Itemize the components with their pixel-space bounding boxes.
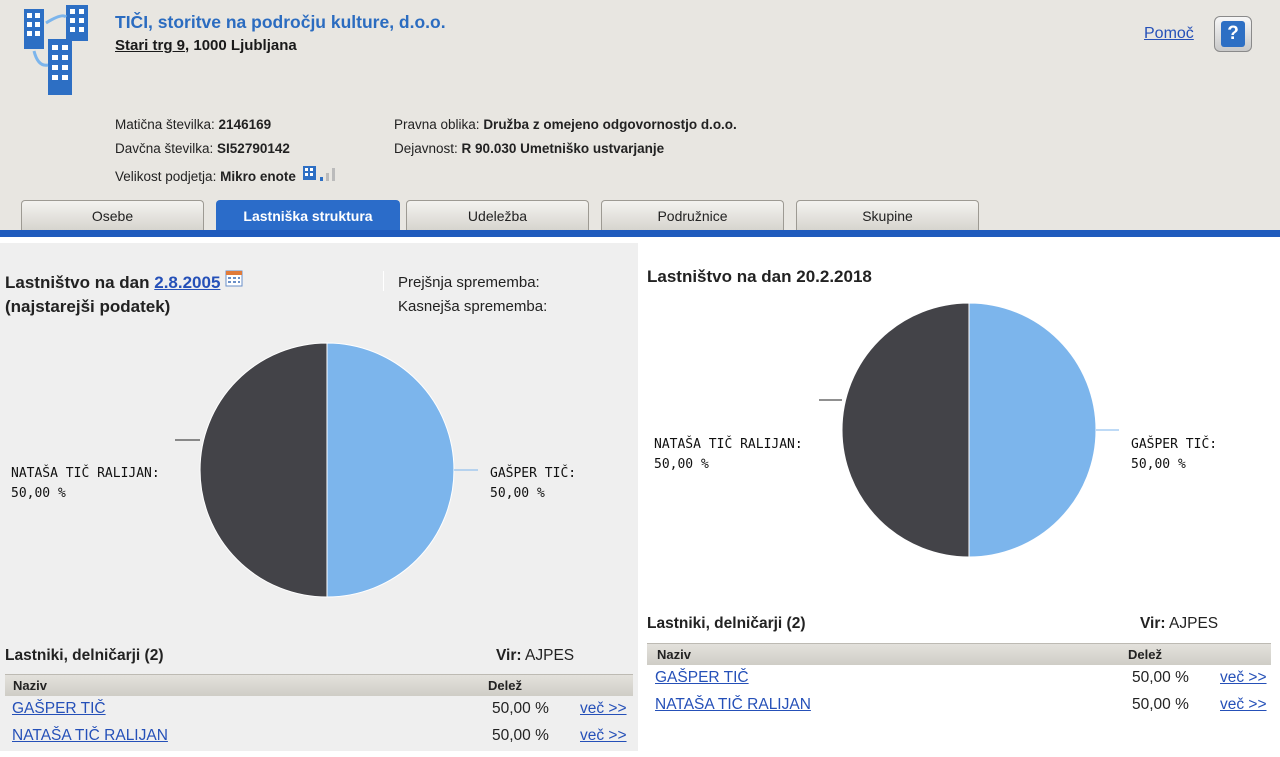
tab-osebe[interactable]: Osebe xyxy=(21,200,204,231)
pie-label-left-natasa: NATAŠA TIČ RALIJAN: 50,00 % xyxy=(11,464,160,504)
pie-slice-natasa[interactable] xyxy=(841,302,970,558)
table-row: NATAŠA TIČ RALIJAN 50,00 % več >> xyxy=(5,723,633,750)
data-source: Vir: AJPES xyxy=(496,647,574,665)
help-link[interactable]: Pomoč xyxy=(1144,25,1194,42)
owner-name-link[interactable]: NATAŠA TIČ RALIJAN xyxy=(655,696,811,713)
tax-number: Davčna številka: SI52790142 xyxy=(115,141,290,156)
owners-table-header: Naziv Delež xyxy=(647,643,1271,665)
company-name: TIČI, storitve na področju kulture, d.o.… xyxy=(115,12,446,32)
pie-label-left-gasper: GAŠPER TIČ: 50,00 % xyxy=(490,464,576,504)
ownership-panel-oldest: Lastništvo na dan 2.8.2005 (najstarejši … xyxy=(0,243,638,751)
column-header-share: Delež xyxy=(1128,647,1162,662)
legal-form-value: Družba z omejeno odgovornostjo d.o.o. xyxy=(483,117,737,132)
registration-number: Matična številka: 2146169 xyxy=(115,117,271,132)
legal-form-label: Pravna oblika: xyxy=(394,117,484,132)
tab-underline xyxy=(0,230,1280,237)
column-header-name: Naziv xyxy=(657,647,691,662)
owners-list-title: Lastniki, delničarji (2) xyxy=(647,615,806,632)
address-city: , 1000 Ljubljana xyxy=(185,37,297,54)
address-street[interactable]: Stari trg 9 xyxy=(115,37,186,54)
company-size-value: Mikro enote xyxy=(220,169,296,184)
tab-udelezba[interactable]: Udeležba xyxy=(406,200,589,231)
ownership-title-prefix: Lastništvo na dan xyxy=(647,267,797,286)
tax-number-value: SI52790142 xyxy=(217,141,290,156)
ownership-date-title: Lastništvo na dan 20.2.2018 xyxy=(647,267,872,287)
more-link[interactable]: več >> xyxy=(1220,696,1267,713)
more-link[interactable]: več >> xyxy=(1220,669,1267,686)
ownership-pie-chart-right xyxy=(819,302,1119,558)
company-size-icon xyxy=(302,166,335,181)
owners-table-header: Naziv Delež xyxy=(5,674,633,696)
pie-label-name: NATAŠA TIČ RALIJAN: xyxy=(11,466,160,481)
question-icon: ? xyxy=(1221,21,1245,47)
table-row: GAŠPER TIČ 50,00 % več >> xyxy=(5,696,633,723)
company-size: Velikost podjetja: Mikro enote xyxy=(115,165,341,184)
table-row: NATAŠA TIČ RALIJAN 50,00 % več >> xyxy=(647,692,1271,719)
pie-slice-natasa[interactable] xyxy=(199,342,328,598)
company-header: TIČI, storitve na področju kulture, d.o.… xyxy=(0,0,1280,232)
ownership-pie-chart-left xyxy=(175,342,478,598)
tab-podruznice[interactable]: Podružnice xyxy=(601,200,784,231)
pie-label-value: 50,00 % xyxy=(490,486,545,501)
pie-label-right-gasper: GAŠPER TIČ: 50,00 % xyxy=(1131,435,1217,475)
pie-label-right-natasa: NATAŠA TIČ RALIJAN: 50,00 % xyxy=(654,435,803,475)
ownership-date: 20.2.2018 xyxy=(796,267,872,286)
pie-label-value: 50,00 % xyxy=(654,457,709,472)
activity-value: R 90.030 Umetniško ustvarjanje xyxy=(461,141,665,156)
owner-name-link[interactable]: GAŠPER TIČ xyxy=(12,700,106,717)
pie-slice-gasper[interactable] xyxy=(326,342,455,598)
owner-share: 50,00 % xyxy=(1132,669,1189,686)
ownership-date-link[interactable]: 2.8.2005 xyxy=(154,273,221,292)
data-source-value: AJPES xyxy=(525,647,575,664)
data-source-label: Vir: xyxy=(1140,615,1166,632)
owner-name-link[interactable]: GAŠPER TIČ xyxy=(655,669,749,686)
pie-label-name: GAŠPER TIČ: xyxy=(1131,437,1218,452)
activity: Dejavnost: R 90.030 Umetniško ustvarjanj… xyxy=(394,141,664,156)
activity-label: Dejavnost: xyxy=(394,141,462,156)
company-address: Stari trg 9, 1000 Ljubljana xyxy=(115,37,297,54)
pie-label-name: NATAŠA TIČ RALIJAN: xyxy=(654,437,803,452)
tab-lastniska-struktura[interactable]: Lastniška struktura xyxy=(216,200,400,231)
more-link[interactable]: več >> xyxy=(580,727,627,744)
owner-share: 50,00 % xyxy=(492,727,549,744)
data-source: Vir: AJPES xyxy=(1140,615,1218,633)
previous-change-label: Prejšnja sprememba: xyxy=(398,274,540,291)
legal-form: Pravna oblika: Družba z omejeno odgovorn… xyxy=(394,117,737,132)
owners-list-title: Lastniki, delničarji (2) xyxy=(5,647,164,664)
pie-label-name: GAŠPER TIČ: xyxy=(490,466,577,481)
registration-number-label: Matična številka: xyxy=(115,117,219,132)
ownership-title-prefix: Lastništvo na dan xyxy=(5,273,155,292)
column-header-name: Naziv xyxy=(13,678,47,693)
tab-bar: Osebe Lastniška struktura Udeležba Podru… xyxy=(0,200,1280,232)
more-link[interactable]: več >> xyxy=(580,700,627,717)
data-source-label: Vir: xyxy=(496,647,522,664)
column-header-share: Delež xyxy=(488,678,522,693)
company-size-label: Velikost podjetja: xyxy=(115,169,221,184)
tax-number-label: Davčna številka: xyxy=(115,141,218,156)
table-row: GAŠPER TIČ 50,00 % več >> xyxy=(647,665,1271,692)
oldest-data-note: (najstarejši podatek) xyxy=(5,297,171,316)
data-source-value: AJPES xyxy=(1169,615,1219,632)
owner-share: 50,00 % xyxy=(1132,696,1189,713)
registration-number-value: 2146169 xyxy=(218,117,272,132)
ownership-date-title: Lastništvo na dan 2.8.2005 xyxy=(5,269,243,293)
pie-label-value: 50,00 % xyxy=(11,486,66,501)
tab-skupine[interactable]: Skupine xyxy=(796,200,979,231)
change-divider xyxy=(383,271,384,291)
pie-slice-gasper[interactable] xyxy=(968,302,1097,558)
owner-share: 50,00 % xyxy=(492,700,549,717)
help-button[interactable]: ? xyxy=(1214,16,1252,52)
ownership-panel-current: Lastništvo na dan 20.2.2018 Lastniki, de… xyxy=(641,243,1280,751)
buildings-logo-icon xyxy=(24,5,88,95)
owner-name-link[interactable]: NATAŠA TIČ RALIJAN xyxy=(12,727,168,744)
next-change-label: Kasnejša sprememba: xyxy=(398,298,548,315)
calendar-icon[interactable] xyxy=(225,269,243,287)
pie-label-value: 50,00 % xyxy=(1131,457,1186,472)
